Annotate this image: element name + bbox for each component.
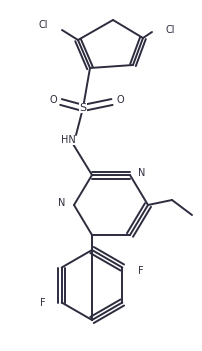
Text: F: F (138, 266, 144, 277)
Text: F: F (40, 298, 46, 307)
Text: S: S (79, 103, 87, 113)
Text: O: O (116, 95, 124, 105)
Text: Cl: Cl (39, 20, 48, 30)
Text: HN: HN (61, 135, 75, 145)
Text: O: O (49, 95, 57, 105)
Text: N: N (58, 198, 66, 208)
Text: Cl: Cl (165, 25, 175, 35)
Text: N: N (138, 168, 146, 178)
